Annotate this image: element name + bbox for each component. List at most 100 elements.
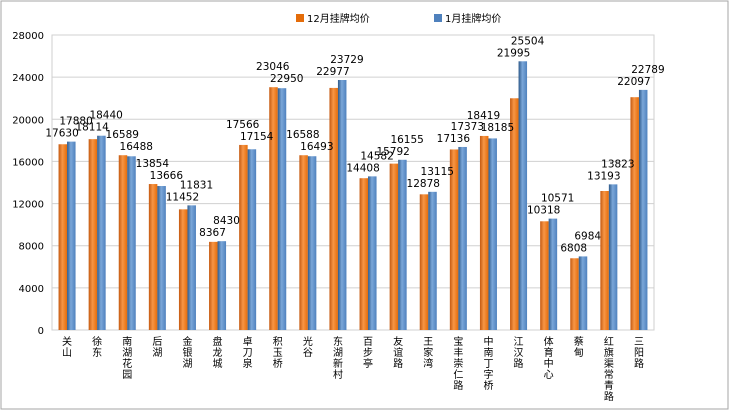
- data-label-december: 13193: [587, 170, 620, 182]
- data-label-december: 6808: [560, 242, 587, 254]
- bar-december: [449, 149, 459, 330]
- x-axis-label: 南湖花园: [122, 335, 132, 381]
- x-axis-label: 蔡甸: [574, 335, 584, 359]
- bar-december: [118, 155, 128, 330]
- y-tick-label: 8000: [19, 242, 44, 253]
- bar-january: [127, 156, 136, 330]
- bar-january: [458, 146, 467, 330]
- bar-december: [178, 209, 188, 330]
- data-label-january: 6984: [574, 230, 601, 242]
- x-axis-label: 中南丁字桥: [483, 335, 493, 392]
- data-label-january: 16155: [390, 134, 423, 146]
- x-axis-label: 三阳路: [634, 337, 644, 370]
- data-label-january: 17373: [451, 121, 484, 133]
- bars: [58, 61, 648, 331]
- bar-december: [630, 97, 639, 330]
- data-label-december: 18114: [75, 122, 109, 134]
- data-label-january: 13666: [150, 170, 184, 182]
- data-label-january: 16493: [300, 141, 333, 153]
- x-axis-label: 体育中心: [544, 336, 554, 381]
- data-label-january: 17154: [240, 131, 274, 143]
- data-label-december: 23046: [256, 61, 290, 73]
- legend-swatch-january: [434, 14, 442, 22]
- data-label-january: 11831: [180, 179, 213, 191]
- bar-january: [488, 138, 497, 330]
- x-axis-label: 卓刀泉: [243, 336, 253, 370]
- bar-december: [209, 241, 218, 330]
- data-label-january: 16488: [120, 141, 153, 153]
- bar-december: [269, 87, 278, 330]
- data-label-january: 23729: [330, 54, 363, 66]
- plot-area: [51, 34, 655, 331]
- data-label-december: 13854: [136, 158, 170, 170]
- bar-january: [638, 89, 648, 330]
- bar-december: [329, 87, 338, 330]
- data-label-january: 18440: [89, 110, 122, 122]
- bar-january: [307, 156, 317, 330]
- x-axis-label: 东湖新村: [333, 335, 343, 381]
- data-label-december: 8367: [199, 227, 226, 239]
- data-label-december: 18419: [467, 110, 500, 122]
- legend-swatch-december: [296, 14, 304, 22]
- bar-january: [67, 141, 76, 330]
- data-label-january: 22789: [631, 64, 664, 76]
- x-axis-label: 徐东: [92, 335, 102, 359]
- bar-january: [97, 135, 106, 330]
- y-tick-label: 12000: [12, 200, 44, 211]
- bar-december: [600, 191, 609, 330]
- data-label-january: 8430: [213, 215, 240, 227]
- x-axis-label: 后湖: [152, 336, 162, 359]
- bar-december: [359, 178, 369, 330]
- legend-label-december: 12月挂牌均价: [307, 12, 370, 25]
- legend: 12月挂牌均价 1月挂牌均价: [296, 12, 501, 25]
- data-label-december: 17630: [45, 128, 78, 140]
- x-axis-label: 宝丰崇仁路: [453, 335, 463, 392]
- x-axis-label: 王家湾: [423, 337, 433, 370]
- x-axis-label: 金银湖: [182, 335, 192, 370]
- bar-december: [479, 135, 489, 330]
- x-axis-label: 盘龙城: [213, 335, 223, 370]
- bar-january: [548, 218, 558, 330]
- data-label-december: 22977: [316, 66, 349, 78]
- data-label-january: 10571: [541, 193, 574, 205]
- bar-january: [398, 159, 407, 330]
- x-axis-label: 红旗渠常青路: [604, 335, 614, 403]
- bar-january: [247, 149, 257, 330]
- data-label-december: 14408: [346, 162, 379, 174]
- data-label-december: 12878: [407, 178, 440, 190]
- bar-december: [299, 155, 308, 330]
- x-axis-label: 百步亭: [363, 336, 373, 370]
- bar-january: [187, 205, 196, 330]
- x-axis-label: 江汉路: [514, 336, 524, 370]
- bar-january: [578, 256, 588, 330]
- bar-january: [518, 61, 528, 330]
- bar-december: [419, 194, 429, 330]
- y-axis-ticks: 0 4000 8000 12000 16000 20000 24000 28000: [12, 31, 44, 337]
- bar-december: [540, 221, 549, 330]
- y-tick-label: 4000: [19, 284, 44, 295]
- bar-december: [510, 98, 519, 330]
- bar-december: [570, 258, 579, 330]
- bar-december: [58, 144, 68, 330]
- legend-label-january: 1月挂牌均价: [445, 12, 501, 25]
- y-tick-label: 28000: [12, 31, 44, 42]
- y-tick-label: 0: [38, 326, 44, 337]
- y-tick-label: 16000: [12, 157, 44, 168]
- data-label-december: 11452: [166, 191, 199, 203]
- y-tick-label: 20000: [12, 115, 44, 126]
- data-label-january: 13115: [421, 166, 454, 178]
- bar-january: [608, 184, 618, 330]
- x-axis-label: 光谷: [303, 335, 313, 359]
- data-label-january: 25504: [511, 35, 545, 47]
- data-label-december: 17136: [437, 133, 471, 145]
- data-label-january: 18185: [481, 122, 514, 134]
- bar-january: [428, 191, 437, 330]
- data-label-december: 15792: [376, 146, 409, 158]
- x-axis-label: 友谊路: [393, 335, 403, 370]
- data-label-december: 22097: [617, 76, 650, 88]
- data-label-december: 17566: [226, 119, 260, 131]
